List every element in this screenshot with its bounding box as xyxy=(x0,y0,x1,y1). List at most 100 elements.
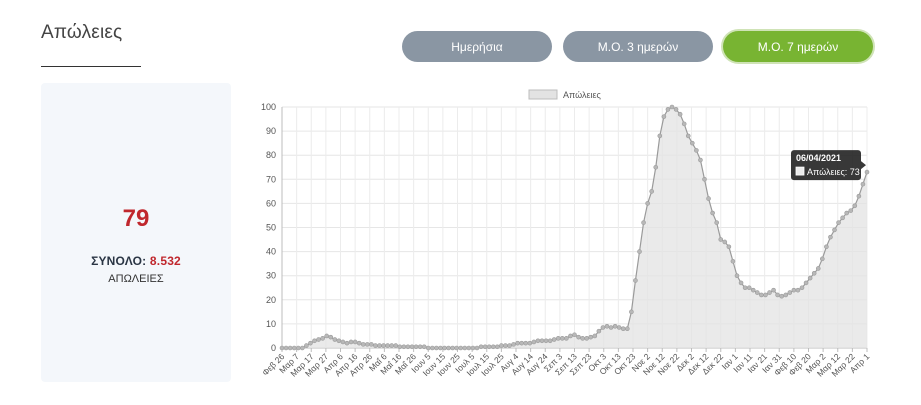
y-tick-label: 40 xyxy=(266,247,276,257)
data-point xyxy=(677,111,683,117)
data-point xyxy=(767,290,772,295)
data-point xyxy=(568,333,573,339)
data-point xyxy=(369,342,374,347)
data-point xyxy=(856,193,862,199)
data-point xyxy=(401,344,407,350)
data-point xyxy=(730,258,736,264)
data-point xyxy=(515,340,520,346)
data-point xyxy=(734,273,740,278)
data-point xyxy=(860,181,866,187)
data-point xyxy=(417,344,423,350)
data-point xyxy=(300,345,305,351)
data-point xyxy=(316,337,321,342)
data-point xyxy=(523,340,529,346)
data-point xyxy=(864,169,870,175)
data-point xyxy=(600,325,606,330)
data-point xyxy=(458,345,464,351)
data-point xyxy=(718,237,724,242)
data-point xyxy=(438,345,443,351)
data-point xyxy=(580,336,585,341)
data-point xyxy=(690,140,695,146)
data-point xyxy=(584,336,589,341)
data-point xyxy=(486,344,492,350)
y-tick-label: 50 xyxy=(266,223,276,233)
data-point xyxy=(291,345,297,351)
series-area-fill xyxy=(282,107,867,348)
data-point xyxy=(710,210,715,216)
data-point xyxy=(511,342,516,347)
tab-daily[interactable]: Ημερήσια xyxy=(402,31,552,62)
data-point xyxy=(377,343,382,348)
tab-3day-average[interactable]: Μ.Ο. 3 ημερών xyxy=(563,31,713,62)
y-tick-label: 30 xyxy=(266,271,276,281)
data-point xyxy=(425,345,431,351)
data-point xyxy=(726,244,732,250)
y-tick-label: 100 xyxy=(261,102,276,112)
data-point xyxy=(495,344,500,350)
data-point xyxy=(312,338,317,344)
data-point xyxy=(722,239,728,245)
data-point xyxy=(385,343,390,348)
tooltip-box xyxy=(791,150,861,181)
data-point xyxy=(828,234,833,240)
data-point xyxy=(750,287,756,293)
data-point xyxy=(604,324,610,329)
data-point xyxy=(320,336,325,341)
data-point xyxy=(527,340,533,346)
data-point xyxy=(560,336,565,341)
data-point xyxy=(673,107,679,112)
data-point xyxy=(824,244,829,250)
data-point xyxy=(332,337,338,342)
legend-swatch xyxy=(528,89,558,100)
y-tick-label: 0 xyxy=(271,343,276,353)
data-point xyxy=(641,220,646,225)
data-point xyxy=(844,210,849,216)
data-point xyxy=(807,275,813,281)
data-point xyxy=(799,285,805,291)
data-point xyxy=(531,339,537,345)
data-point xyxy=(795,287,801,293)
data-point xyxy=(535,338,541,344)
data-point xyxy=(848,208,854,213)
data-point xyxy=(348,339,354,345)
data-point xyxy=(324,333,329,339)
data-point xyxy=(352,339,358,345)
data-point xyxy=(356,340,362,346)
tooltip-date: 06/04/2021 xyxy=(796,153,841,163)
data-point xyxy=(596,328,602,334)
data-point xyxy=(637,249,642,254)
y-tick-label: 60 xyxy=(266,198,276,208)
data-point xyxy=(625,326,630,332)
data-point xyxy=(551,337,557,342)
data-point xyxy=(832,227,837,233)
data-point xyxy=(702,177,707,182)
data-point xyxy=(279,345,285,351)
data-point xyxy=(820,256,825,262)
data-point xyxy=(791,287,797,293)
data-point xyxy=(633,278,638,283)
data-point xyxy=(576,334,581,340)
data-point xyxy=(336,338,342,344)
tooltip-caret xyxy=(861,161,866,170)
data-point xyxy=(616,325,622,330)
data-point xyxy=(397,344,403,350)
data-point xyxy=(588,334,594,340)
data-point xyxy=(308,340,313,346)
data-point xyxy=(409,344,415,350)
data-point xyxy=(393,343,399,348)
data-point xyxy=(783,292,789,298)
data-point xyxy=(519,340,524,346)
data-point xyxy=(738,280,744,286)
data-point xyxy=(430,345,435,351)
data-point xyxy=(381,343,386,348)
data-point xyxy=(620,326,626,332)
total-line: ΣΥΝΟΛΟ: 8.532 xyxy=(41,254,231,268)
unit-label: ΑΠΩΛΕΙΕΣ xyxy=(108,273,164,285)
tooltip-swatch xyxy=(795,166,805,176)
data-point xyxy=(543,338,549,344)
tab-7day-average[interactable]: Μ.Ο. 7 ημερών xyxy=(723,31,873,62)
tooltip-value: Απώλειες: 73 xyxy=(807,167,860,177)
data-point xyxy=(698,157,703,163)
data-point xyxy=(803,280,809,286)
